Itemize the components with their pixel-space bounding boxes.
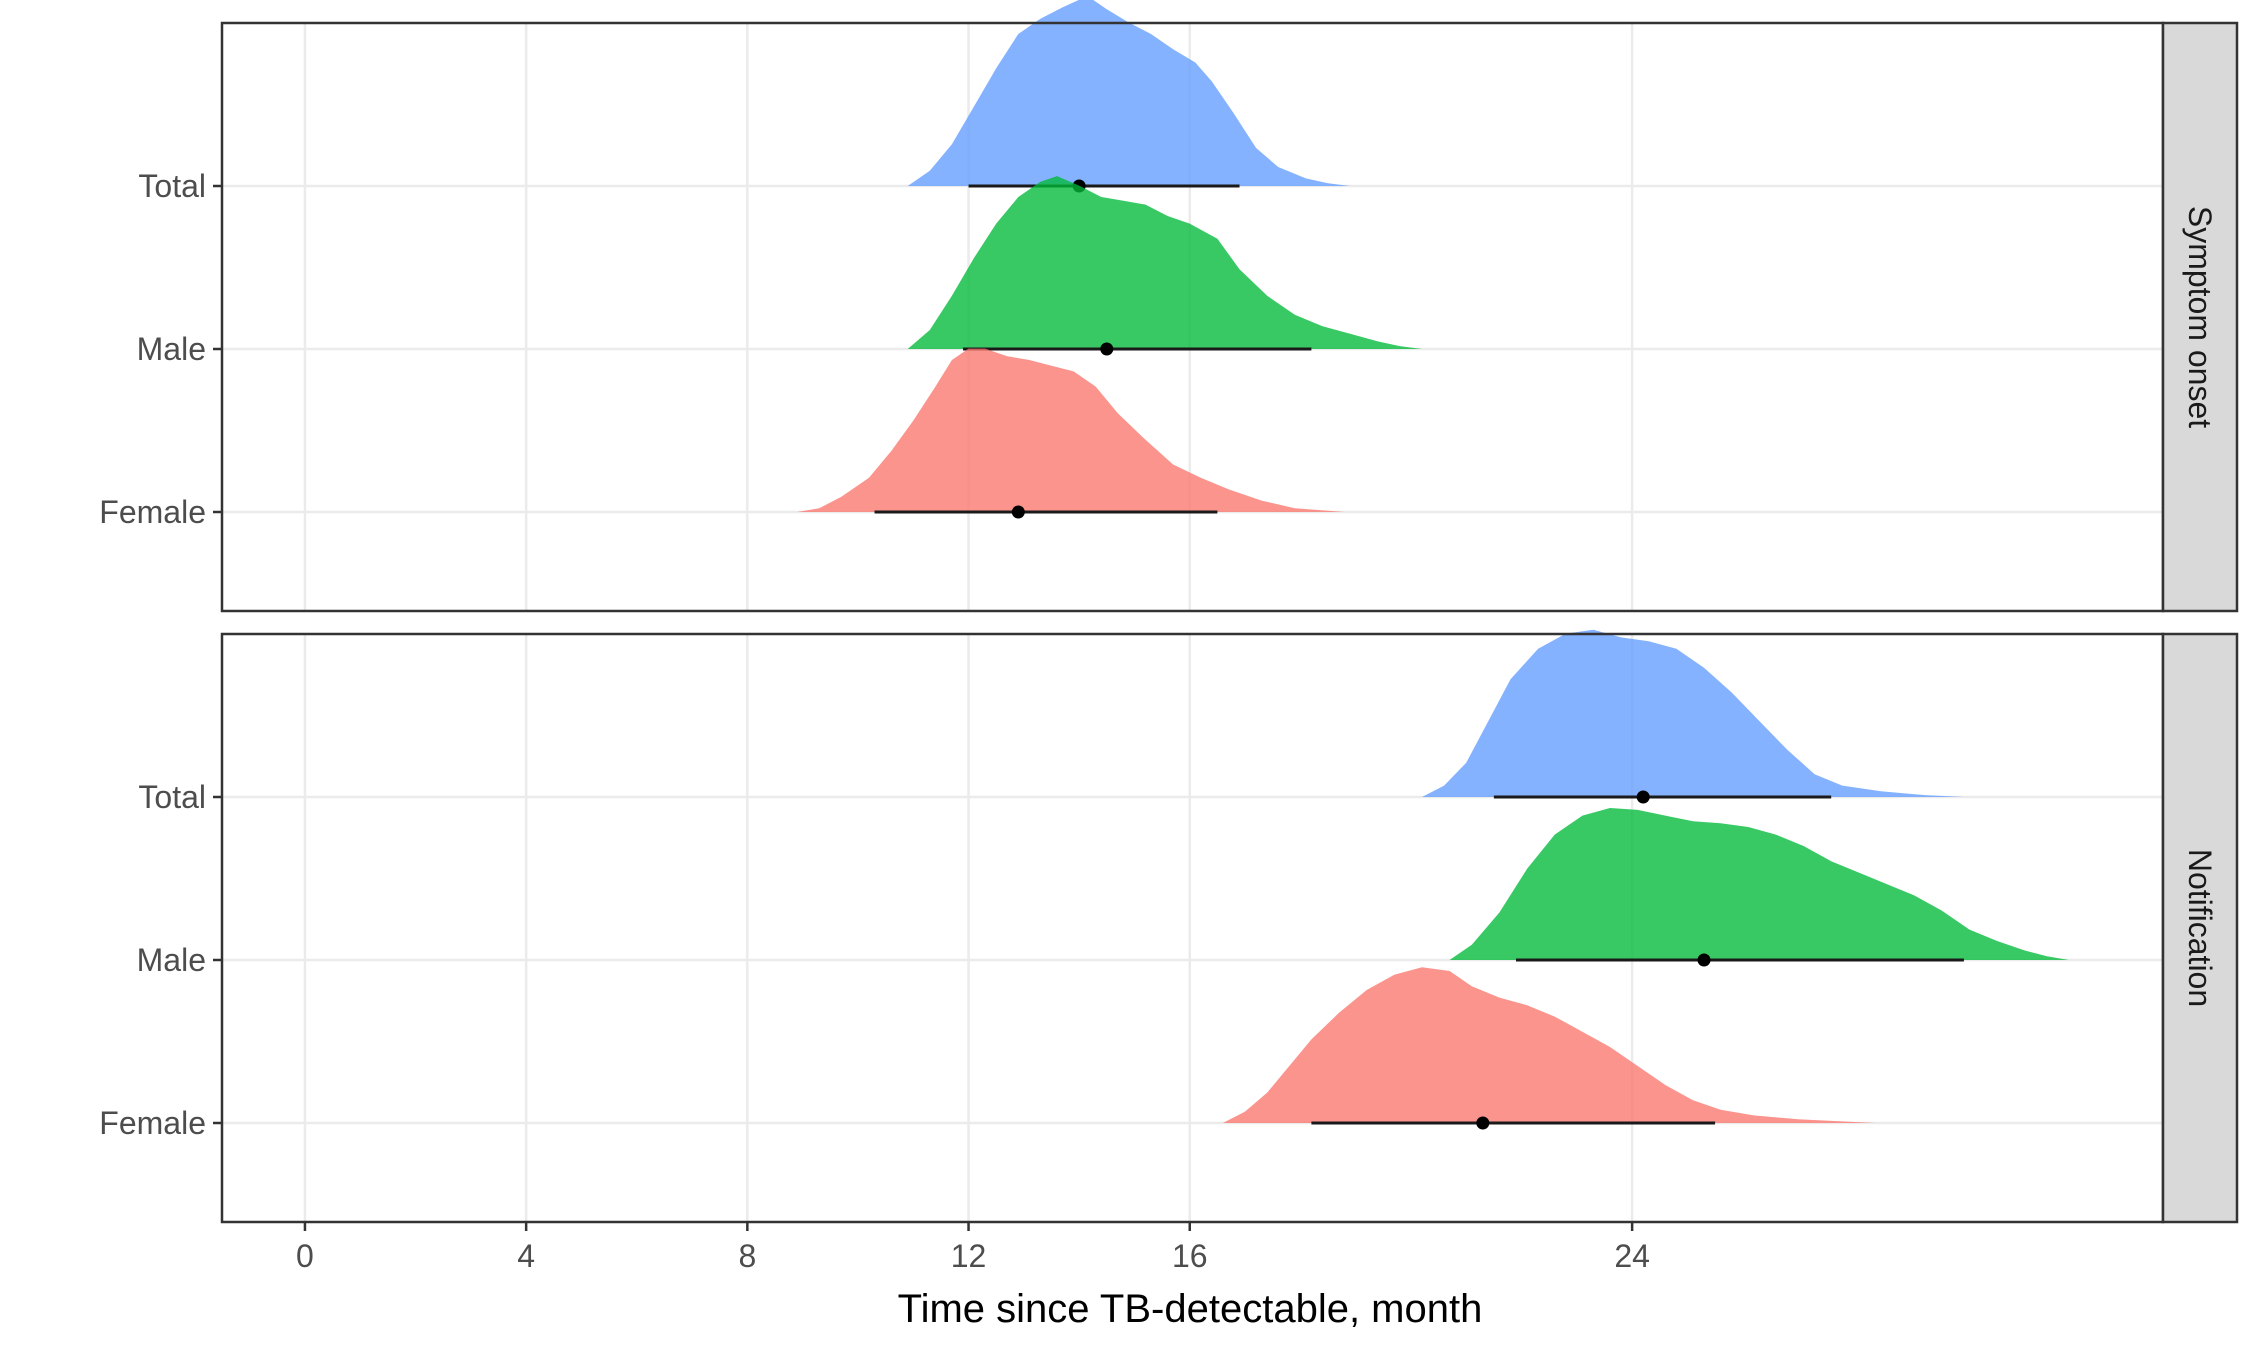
panels-layer: Total Male Female Symptom onset Total Male Fem… xyxy=(99,0,2239,1224)
density-total xyxy=(1422,629,1964,797)
x-tick-label: 8 xyxy=(738,1238,756,1274)
density-total xyxy=(907,0,1351,186)
row-female: Female xyxy=(99,348,1345,530)
y-tick-label: Male xyxy=(137,331,206,367)
row-total: Total xyxy=(138,0,1351,204)
facet-strip xyxy=(2161,632,2239,1224)
facet-strip-label: Symptom onset xyxy=(2182,206,2218,428)
y-tick-label: Total xyxy=(138,779,206,815)
row-male: Male xyxy=(137,176,1422,367)
x-tick-label: 4 xyxy=(517,1238,535,1274)
density-male xyxy=(1449,808,2069,960)
point-estimate xyxy=(1100,342,1114,356)
row-total: Total xyxy=(138,629,1964,815)
point-estimate xyxy=(1476,1116,1490,1130)
panel-notification: Total Male Female Notification xyxy=(99,629,2239,1224)
x-axis: 0 4 8 12 16 24 xyxy=(296,1222,1650,1274)
point-estimate xyxy=(1697,953,1711,967)
x-tick-label: 0 xyxy=(296,1238,314,1274)
x-tick-label: 24 xyxy=(1614,1238,1650,1274)
x-axis-title: Time since TB-detectable, month xyxy=(898,1287,1483,1331)
density-male xyxy=(907,176,1422,349)
facet-strip xyxy=(2161,21,2239,613)
point-estimate xyxy=(1636,790,1650,804)
y-tick-label: Female xyxy=(99,1105,206,1141)
facet-strip-label: Notification xyxy=(2182,849,2218,1007)
density-female xyxy=(797,348,1345,512)
x-tick-label: 12 xyxy=(951,1238,987,1274)
y-tick-label: Female xyxy=(99,494,206,530)
row-male: Male xyxy=(137,808,2069,978)
density-female xyxy=(1222,967,1876,1123)
panel-symptom-onset: Total Male Female Symptom onset xyxy=(99,0,2239,613)
y-tick-label: Total xyxy=(138,168,206,204)
row-female: Female xyxy=(99,967,1876,1141)
y-tick-label: Male xyxy=(137,942,206,978)
point-estimate xyxy=(1011,505,1025,519)
x-tick-label: 16 xyxy=(1172,1238,1208,1274)
